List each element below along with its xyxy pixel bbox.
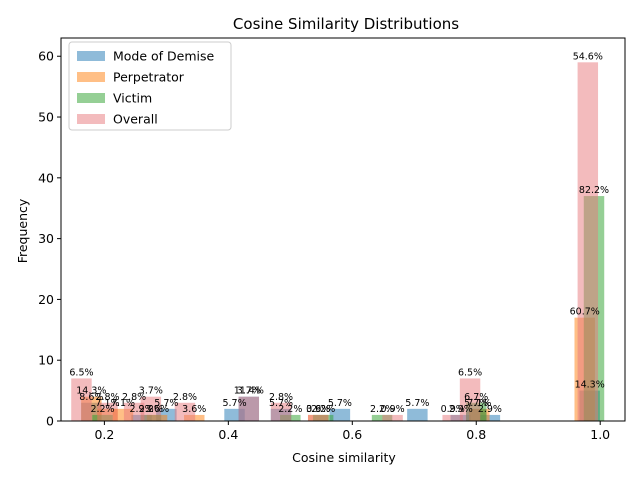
bar-label-mode-of-demise: 5.7% xyxy=(464,398,488,409)
bar-overall xyxy=(270,402,292,421)
bar-label-victim: 2.2% xyxy=(90,404,114,415)
y-tick-label: 50 xyxy=(38,110,54,125)
bar-labels: 8.6%2.9%5.7% 5.7%11.4%5.7% 5.7% 5.7%2.9%5.7… xyxy=(69,51,609,415)
bar-overall xyxy=(459,378,481,421)
bar-overall xyxy=(442,414,463,421)
bar-label-victim: 2.2% xyxy=(370,404,394,415)
legend-label-victim: Victim xyxy=(113,91,152,106)
x-tick-label: 0.8 xyxy=(466,427,486,442)
bar-label-victim: 82.2% xyxy=(579,185,609,196)
bar-label-victim: 6.7% xyxy=(464,392,488,403)
bar-label-mode-of-demise: 8.6% xyxy=(79,392,103,403)
bar-label-mode-of-demise: 5.7% xyxy=(222,398,246,409)
bar-victim xyxy=(371,414,393,421)
bar-overall xyxy=(238,396,260,421)
y-tick-label: 30 xyxy=(38,231,54,246)
y-tick-label: 20 xyxy=(38,292,54,307)
bar-overall xyxy=(307,414,329,421)
bar-label-overall: 54.6% xyxy=(573,51,603,62)
bar-label-overall: 2.8% xyxy=(173,392,197,403)
bar-label-overall: 0.9% xyxy=(441,404,465,415)
chart-title: Cosine Similarity Distributions xyxy=(233,15,459,33)
bar-label-mode-of-demise: 5.7% xyxy=(328,398,352,409)
bar-label-mode-of-demise: 2.9% xyxy=(449,404,473,415)
bar-overall xyxy=(174,402,196,421)
bar-label-overall: 2.8% xyxy=(122,392,146,403)
bar-label-mode-of-demise: 5.7% xyxy=(269,398,293,409)
bar-label-victim: 2.2% xyxy=(311,404,335,415)
legend-swatch-mode-of-demise xyxy=(77,51,105,61)
bar-label-mode-of-demise: 2.9% xyxy=(478,404,502,415)
legend-swatch-perpetrator xyxy=(77,72,105,82)
bar-label-mode-of-demise: 2.9% xyxy=(129,404,153,415)
bar-label-overall: 3.7% xyxy=(139,386,163,397)
bar-label-perpetrator: 7.1% xyxy=(111,398,135,409)
bar-label-overall: 0.9% xyxy=(381,404,405,415)
axes: Cosine Similarity Distributions Cosine s… xyxy=(15,15,626,465)
x-tick-label: 1.0 xyxy=(590,427,610,442)
bar-overall xyxy=(97,402,118,421)
bar-overall xyxy=(140,396,162,421)
legend-swatch-victim xyxy=(77,93,105,103)
bar-overall xyxy=(577,62,599,421)
bar-label-victim: 2.2% xyxy=(278,404,302,415)
x-tick-label: 0.6 xyxy=(342,427,362,442)
y-tick-label: 60 xyxy=(38,49,54,64)
bar-label-perpetrator: 3.6% xyxy=(182,404,206,415)
bar-label-mode-of-demise: 14.3% xyxy=(575,380,605,391)
y-tick-label: 0 xyxy=(46,414,54,429)
bar-label-perpetrator: 60.7% xyxy=(570,307,600,318)
bar-label-mode-of-demise: 5.7% xyxy=(154,398,178,409)
x-tick-label: 0.2 xyxy=(94,427,114,442)
bar-label-perpetrator: 14.3% xyxy=(76,386,106,397)
legend-label-mode-of-demise: Mode of Demise xyxy=(113,49,215,64)
bar-overall xyxy=(382,414,403,421)
bar-label-perpetrator: 3.6% xyxy=(145,404,169,415)
plot-area xyxy=(71,62,605,421)
legend-label-overall: Overall xyxy=(113,112,158,127)
bar-mode-of-demise xyxy=(479,414,501,421)
bar-label-overall: 6.5% xyxy=(69,367,93,378)
bar-label-overall: 2.8% xyxy=(269,392,293,403)
bar-label-perpetrator: 3.6% xyxy=(306,404,330,415)
bar-label-overall: 6.5% xyxy=(458,367,482,378)
y-tick-label: 40 xyxy=(38,170,54,185)
bar-label-overall: 0.9% xyxy=(306,404,330,415)
bar-label-overall: 2.8% xyxy=(95,392,119,403)
bar-overall xyxy=(71,378,92,421)
bar-mode-of-demise xyxy=(329,408,351,421)
bar-overall xyxy=(123,402,145,421)
legend: Mode of Demise Perpetrator Victim Overall xyxy=(68,41,232,131)
bar-label-overall: 3.7% xyxy=(237,386,261,397)
legend-label-perpetrator: Perpetrator xyxy=(113,70,185,85)
bar-mode-of-demise xyxy=(407,408,428,421)
bar-label-perpetrator: 7.1% xyxy=(467,398,491,409)
y-tick-label: 10 xyxy=(38,353,54,368)
legend-box xyxy=(68,41,232,131)
legend-swatch-overall xyxy=(77,114,105,124)
y-axis-label: Frequency xyxy=(15,198,30,263)
bar-label-mode-of-demise: 11.4% xyxy=(234,386,264,397)
plot-frame xyxy=(60,37,626,422)
bar-label-mode-of-demise: 5.7% xyxy=(405,398,429,409)
x-axis-label: Cosine similarity xyxy=(292,450,396,465)
x-tick-label: 0.4 xyxy=(218,427,238,442)
bar-label-perpetrator: 7.1% xyxy=(95,398,119,409)
bar-label-victim: 2.2% xyxy=(139,404,163,415)
